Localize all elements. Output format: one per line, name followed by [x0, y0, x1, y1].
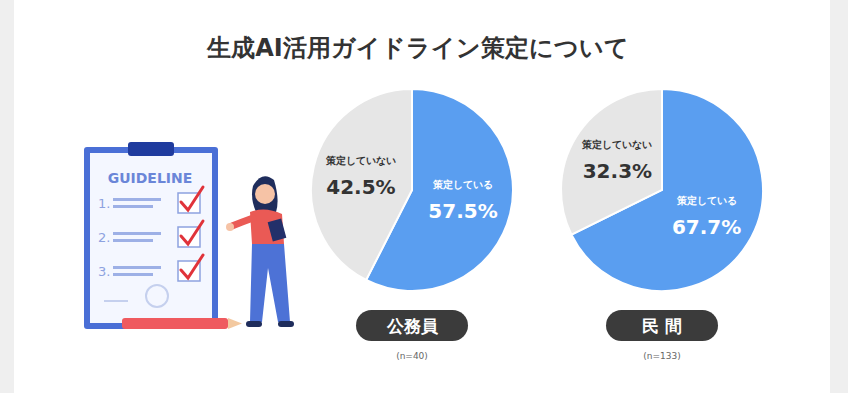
group-label: 公務員	[356, 310, 468, 341]
pencil-tip	[228, 318, 242, 329]
clipboard-paper	[90, 153, 212, 323]
slices	[561, 89, 763, 291]
guideline-line	[113, 205, 153, 208]
slice-category-label: 策定している	[676, 195, 737, 206]
data-label: 42.5%	[326, 175, 395, 199]
sample-size: (n=133)	[643, 351, 680, 361]
data-label: 57.5%	[428, 199, 497, 223]
woman	[226, 176, 294, 327]
slice-category-label: 策定していない	[581, 139, 652, 151]
hair	[252, 176, 278, 212]
slice-labels: 策定している 57.5% 策定していない 42.5%	[325, 155, 498, 224]
guideline-line	[113, 239, 153, 242]
slice-category-label: 策定していない	[325, 155, 396, 167]
guideline-line	[113, 266, 161, 269]
guideline-item-number: 3.	[98, 264, 110, 279]
pants	[250, 244, 290, 322]
pie-slice	[561, 89, 662, 235]
guideline-line	[113, 198, 161, 201]
group-title: 民 間	[642, 316, 682, 336]
guideline-line	[113, 232, 161, 235]
guideline-heading: GUIDELINE	[108, 170, 193, 186]
clipboard-clip	[128, 142, 174, 156]
notebook	[268, 219, 287, 242]
chart-root: 生成AI活用ガイドライン策定について GUIDELINE 1. 2. 3. 策定している 5…	[0, 0, 848, 393]
head	[255, 184, 275, 204]
guideline-line	[113, 273, 153, 276]
group-label-pill	[606, 310, 718, 341]
title: 生成AI活用ガイドライン策定について	[206, 34, 629, 62]
shoe	[278, 321, 294, 327]
shoe	[246, 321, 262, 327]
pie-chart: 策定している 67.7% 策定していない 32.3%	[561, 89, 763, 291]
data-label: 32.3%	[583, 159, 652, 183]
illustration: GUIDELINE 1. 2. 3.	[84, 142, 294, 329]
pencil-body	[122, 318, 228, 329]
clipboard-frame	[84, 147, 218, 329]
data-label: 67.7%	[672, 215, 741, 239]
pie-chart: 策定している 57.5% 策定していない 42.5%	[311, 89, 513, 291]
slices	[311, 89, 513, 291]
seal	[146, 285, 168, 307]
slice-labels: 策定している 67.7% 策定していない 32.3%	[581, 139, 741, 238]
checkmark	[181, 255, 203, 278]
group-label: 民 間	[606, 310, 718, 341]
signature-line	[104, 300, 128, 302]
group-label-pill	[356, 310, 468, 341]
guideline-item-number: 2.	[98, 230, 110, 245]
pie-slice	[311, 89, 412, 280]
panel	[14, 0, 830, 393]
arm	[232, 218, 253, 226]
hand	[226, 223, 234, 231]
sample-size: (n=40)	[396, 351, 428, 361]
checkmark	[181, 221, 203, 244]
slice-category-label: 策定している	[432, 179, 493, 190]
guideline-item-number: 1.	[98, 196, 110, 211]
group-title: 公務員	[386, 316, 439, 336]
checkmark	[181, 187, 203, 210]
